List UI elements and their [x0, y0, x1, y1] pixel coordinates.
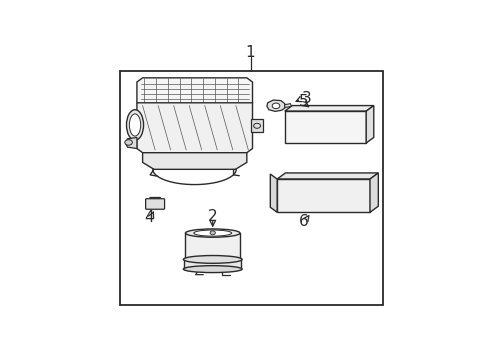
Bar	[120, 71, 383, 305]
Text: 2: 2	[207, 209, 217, 224]
Bar	[284, 111, 366, 143]
Polygon shape	[266, 100, 285, 111]
Ellipse shape	[129, 114, 141, 136]
Circle shape	[210, 231, 215, 235]
Polygon shape	[284, 104, 291, 108]
Text: 5: 5	[298, 94, 308, 109]
Text: 3: 3	[301, 91, 311, 106]
Text: 1: 1	[245, 45, 255, 60]
Polygon shape	[142, 153, 246, 169]
Circle shape	[124, 140, 132, 145]
Polygon shape	[270, 174, 277, 212]
Text: 4: 4	[144, 210, 154, 225]
Polygon shape	[369, 173, 378, 212]
Polygon shape	[366, 105, 373, 143]
Bar	[251, 120, 262, 132]
Polygon shape	[277, 173, 378, 179]
Polygon shape	[284, 105, 373, 111]
Polygon shape	[137, 78, 252, 107]
Ellipse shape	[183, 266, 242, 273]
Ellipse shape	[185, 229, 240, 237]
Circle shape	[272, 103, 279, 109]
Bar	[277, 179, 369, 212]
Polygon shape	[125, 138, 137, 149]
Polygon shape	[137, 103, 252, 153]
Text: 6: 6	[298, 215, 308, 229]
Bar	[184, 258, 241, 269]
Ellipse shape	[183, 256, 242, 263]
Bar	[185, 233, 240, 260]
Ellipse shape	[193, 230, 231, 236]
Ellipse shape	[126, 110, 143, 140]
FancyBboxPatch shape	[145, 199, 164, 209]
